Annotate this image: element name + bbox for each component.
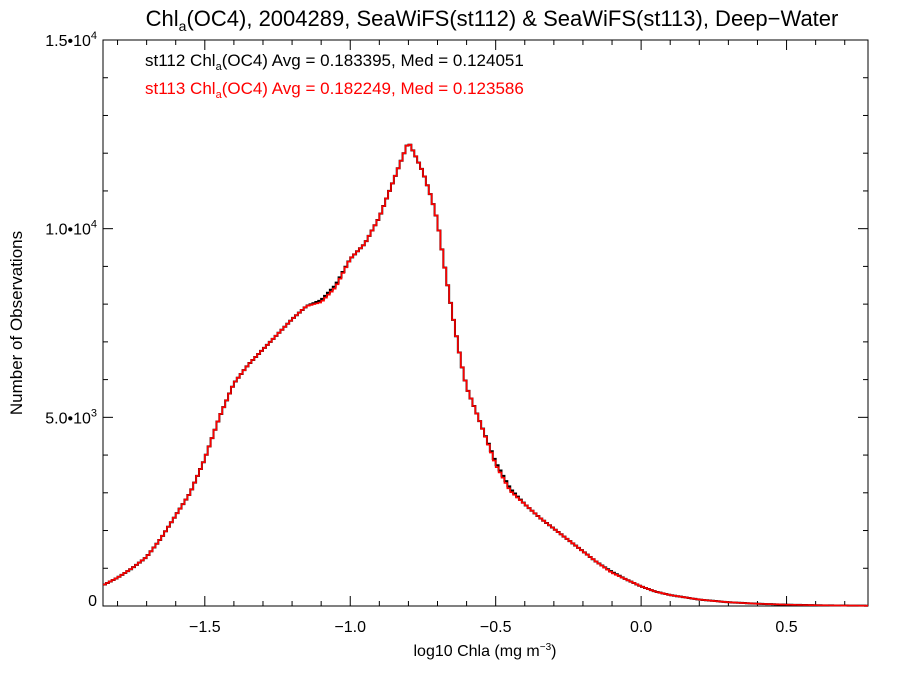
annotation-st113: st113 Chla(OC4) Avg = 0.182249, Med = 0.… xyxy=(145,79,524,101)
y-axis-label: Number of Observations xyxy=(7,231,26,415)
x-axis-label: log10 Chla (mg m−3) xyxy=(413,642,556,660)
y-tick-label: 0 xyxy=(88,593,97,610)
chart-title-post: (OC4), 2004289, SeaWiFS(st112) & SeaWiFS… xyxy=(186,6,838,31)
x-axis-label-pre: log10 Chla (mg m xyxy=(413,643,539,660)
x-tick-label: −1.0 xyxy=(334,619,366,636)
plot-frame xyxy=(102,39,869,607)
y-tick-label: 5.0•103 xyxy=(45,407,97,427)
annotation-st113-post: (OC4) Avg = 0.182249, Med = 0.123586 xyxy=(222,79,524,98)
chart-title: Chla(OC4), 2004289, SeaWiFS(st112) & Sea… xyxy=(146,6,839,34)
y-axis-ticks: 0 5.0•103 1.0•104 1.5•104 xyxy=(45,30,868,610)
annotation-st113-pre: st113 Chl xyxy=(145,79,216,98)
annotation-st112: st112 Chla(OC4) Avg = 0.183395, Med = 0.… xyxy=(145,51,524,73)
y-tick-label: 1.0•104 xyxy=(45,219,97,239)
series-st112-line xyxy=(103,143,868,607)
x-tick-label: −0.5 xyxy=(480,619,512,636)
y-tick-label: 1.5•104 xyxy=(45,30,97,50)
annotation-st112-pre: st112 Chl xyxy=(145,51,216,70)
x-axis-label-sup: −3 xyxy=(540,642,552,653)
series-layer xyxy=(103,143,868,607)
series-st113-line xyxy=(103,143,868,607)
annotation-st113-sub: a xyxy=(216,89,223,101)
chart-title-pre: Chl xyxy=(146,6,179,31)
x-tick-label: 0.5 xyxy=(775,619,797,636)
x-tick-label: 0.0 xyxy=(630,619,652,636)
annotation-st112-sub: a xyxy=(216,61,223,73)
annotation-st112-post: (OC4) Avg = 0.183395, Med = 0.124051 xyxy=(222,51,524,70)
x-axis-label-post: ) xyxy=(551,643,556,660)
x-axis-ticks: −1.5 −1.0 −0.5 0.0 0.5 xyxy=(117,40,846,636)
chart-title-sub: a xyxy=(179,18,187,34)
x-tick-label: −1.5 xyxy=(189,619,221,636)
